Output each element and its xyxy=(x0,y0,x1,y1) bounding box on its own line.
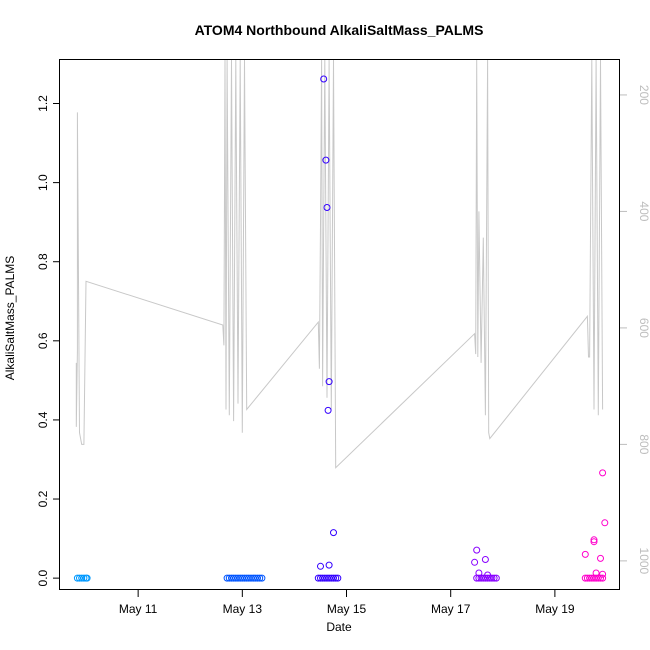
plot-area xyxy=(59,59,620,590)
data-point xyxy=(258,574,266,582)
data-point xyxy=(314,574,322,582)
y-tick-label: 1.0 xyxy=(36,174,50,191)
data-point xyxy=(256,574,264,582)
data-point xyxy=(320,75,328,83)
y-tick-label: 0.0 xyxy=(36,569,50,586)
data-point xyxy=(471,558,479,566)
y2-tick-label: 200 xyxy=(637,85,650,105)
data-point xyxy=(488,574,496,582)
data-point xyxy=(325,574,333,582)
data-point xyxy=(324,406,332,414)
x-tick-label: May 11 xyxy=(119,602,158,616)
data-point xyxy=(481,556,489,563)
y-axis: 0.0 0.2 0.4 0.6 0.8 1.0 1.2 xyxy=(36,95,60,586)
data-point xyxy=(590,538,598,546)
data-point xyxy=(599,574,607,582)
data-point xyxy=(83,574,91,582)
y2-line-layer xyxy=(75,59,604,469)
data-point xyxy=(322,156,330,164)
data-point xyxy=(325,561,333,569)
y-tick-label: 0.4 xyxy=(36,411,50,428)
data-point xyxy=(597,574,604,582)
data-point xyxy=(597,554,604,562)
data-point xyxy=(601,519,609,527)
x-tick-label: May 19 xyxy=(535,602,575,616)
data-point xyxy=(325,378,333,386)
y-tick-label: 0.6 xyxy=(36,332,50,349)
y-tick-label: 0.8 xyxy=(36,253,50,270)
data-point xyxy=(583,574,591,582)
data-point xyxy=(594,574,602,582)
y2-tick-label: 800 xyxy=(637,434,650,454)
series-line-5 xyxy=(75,59,604,469)
x-tick-label: May 17 xyxy=(431,602,471,616)
x-axis-label: Date xyxy=(326,620,352,634)
data-point xyxy=(334,574,342,582)
data-point xyxy=(78,574,86,582)
data-point xyxy=(492,574,500,582)
points-layer xyxy=(73,75,609,582)
data-point xyxy=(332,574,340,582)
data-point xyxy=(254,574,261,582)
y-tick-label: 0.2 xyxy=(36,490,50,507)
y-tick-label: 1.2 xyxy=(36,95,50,112)
data-point xyxy=(490,574,498,582)
data-point xyxy=(599,570,607,578)
plot-frame xyxy=(59,59,620,590)
data-point xyxy=(330,574,337,582)
x-tick-label: May 13 xyxy=(223,602,263,616)
y2-tick-label: 600 xyxy=(637,318,650,338)
y-axis-label: AlkaliSaltMass_PALMS xyxy=(3,256,17,381)
data-point xyxy=(581,550,589,558)
y2-tick-label: 1000 xyxy=(637,548,650,575)
chart-title: ATOM4 Northbound AlkaliSaltMass_PALMS xyxy=(195,22,484,38)
data-point xyxy=(590,536,598,544)
data-point xyxy=(330,529,337,537)
data-point xyxy=(473,546,481,554)
data-point xyxy=(317,562,324,570)
data-point xyxy=(230,574,238,582)
data-point xyxy=(323,204,331,211)
x-axis: May 11 May 13 May 15 May 17 May 19 xyxy=(119,590,575,616)
x-tick-label: May 15 xyxy=(327,602,367,616)
data-point xyxy=(599,469,607,477)
y2-axis: 200 400 600 800 1000 xyxy=(620,85,650,575)
data-point xyxy=(251,574,259,582)
data-point xyxy=(473,574,481,582)
data-point xyxy=(80,574,88,582)
y2-tick-label: 400 xyxy=(637,201,650,221)
